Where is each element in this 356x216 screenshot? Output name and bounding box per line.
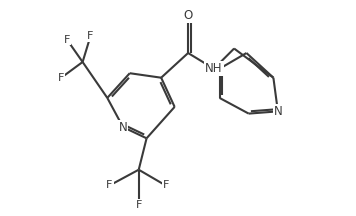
Text: F: F	[162, 180, 169, 191]
Text: F: F	[106, 180, 113, 191]
Text: N: N	[119, 121, 127, 133]
Text: F: F	[136, 200, 142, 210]
Text: F: F	[58, 73, 64, 83]
Text: N: N	[273, 105, 282, 118]
Text: NH: NH	[205, 62, 222, 75]
Text: O: O	[183, 10, 193, 22]
Text: F: F	[64, 35, 70, 44]
Text: F: F	[87, 31, 94, 41]
